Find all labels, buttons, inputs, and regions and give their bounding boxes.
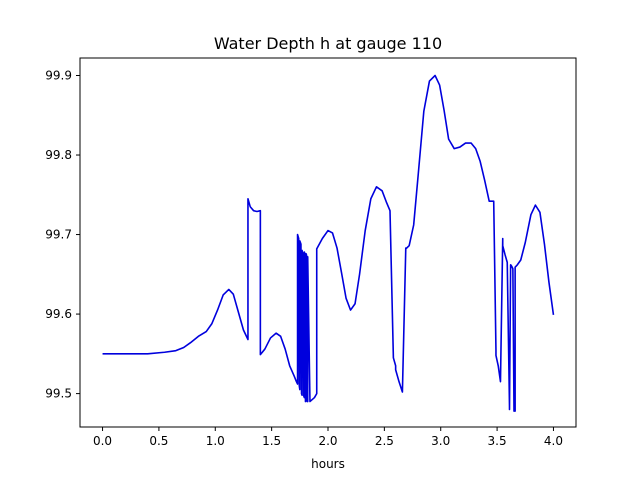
x-tick-label: 2.0	[318, 434, 337, 448]
x-tick-label: 0.5	[149, 434, 168, 448]
y-tick-label: 99.5	[45, 387, 72, 401]
plot-frame	[79, 57, 577, 428]
x-tick-label: 3.5	[488, 434, 507, 448]
x-tick-label: 4.0	[544, 434, 563, 448]
x-axis-label: hours	[311, 457, 345, 471]
x-tick-label: 3.0	[431, 434, 450, 448]
y-axis-ticks: 99.5 99.6 99.7 99.8 99.9	[45, 68, 80, 401]
x-tick-label: 1.0	[206, 434, 225, 448]
chart-title: Water Depth h at gauge 110	[214, 34, 442, 53]
x-tick-label: 1.5	[262, 434, 281, 448]
x-tick-label: 0.0	[93, 434, 112, 448]
x-tick-label: 2.5	[375, 434, 394, 448]
y-tick-label: 99.6	[45, 307, 72, 321]
y-tick-label: 99.9	[45, 68, 72, 82]
series-line	[102, 74, 555, 412]
y-tick-label: 99.7	[45, 228, 72, 242]
y-tick-label: 99.8	[45, 148, 72, 162]
x-axis-ticks: 0.0 0.5 1.0 1.5 2.0 2.5 3.0 3.5 4.0	[93, 427, 563, 448]
